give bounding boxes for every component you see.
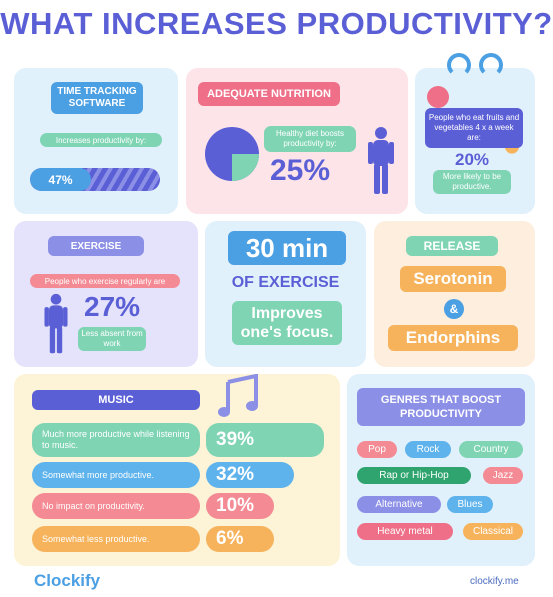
nutrition-heading: ADEQUATE NUTRITION: [198, 82, 340, 106]
time-tracking-card: TIME TRACKING SOFTWARE Increases product…: [14, 68, 178, 214]
pie-slice-25: [232, 154, 259, 181]
genre-pop: Pop: [357, 441, 397, 458]
genres-card: GENRES THAT BOOST PRODUCTIVITY Pop Rock …: [347, 374, 535, 566]
focus-text: Improves one's focus.: [232, 301, 342, 345]
music-row-label: Much more productive while listening to …: [32, 423, 200, 457]
genre-country: Country: [459, 441, 523, 458]
music-heading: MUSIC: [32, 390, 200, 410]
fruit-card: People who eat fruits and vegetables 4 x…: [415, 68, 535, 214]
music-row-value: 39%: [206, 423, 324, 457]
exercise-subcaption: Less absent from work: [78, 327, 146, 351]
time-tracking-heading: TIME TRACKING SOFTWARE: [51, 82, 143, 114]
music-row-value: 10%: [206, 493, 274, 519]
genre-classical: Classical: [463, 523, 523, 540]
endorphins-label: Endorphins: [388, 325, 518, 351]
genre-heavy-metal: Heavy metal: [357, 523, 453, 540]
progress-value: 47%: [48, 172, 73, 187]
person-figure-icon: [44, 293, 68, 354]
genre-jazz: Jazz: [483, 467, 523, 484]
progress-bar-fill: 47%: [30, 168, 92, 191]
exercise-card: EXERCISE People who exercise regularly a…: [14, 221, 198, 367]
genres-heading: GENRES THAT BOOST PRODUCTIVITY: [357, 388, 525, 426]
thirty-min-value: 30 min: [228, 231, 346, 265]
genre-alternative: Alternative: [357, 496, 441, 513]
footer-url: clockify.me: [470, 576, 519, 587]
time-tracking-caption: Increases productivity by:: [40, 133, 162, 147]
page-title: WHAT INCREASES PRODUCTIVITY?: [0, 6, 553, 41]
thirty-min-sub: OF EXERCISE: [231, 274, 340, 291]
genre-rock: Rock: [405, 441, 451, 458]
fruit-caption: People who eat fruits and vegetables 4 x…: [425, 108, 523, 148]
nutrition-card: ADEQUATE NUTRITION Healthy diet boosts p…: [186, 68, 408, 214]
exercise-caption: People who exercise regularly are: [30, 274, 180, 288]
nutrition-pie-chart: [205, 127, 259, 181]
progress-bar: 47%: [30, 168, 160, 191]
music-note-icon: [218, 374, 258, 417]
fruit-subcaption: More likely to be productive.: [433, 170, 511, 194]
serotonin-label: Serotonin: [400, 266, 506, 292]
release-card: RELEASE Serotonin & Endorphins: [374, 221, 535, 367]
binder-ring-icon: [479, 53, 503, 77]
binder-ring-icon: [447, 53, 471, 77]
music-row-value: 6%: [206, 526, 274, 552]
exercise-heading: EXERCISE: [48, 236, 144, 256]
apple-icon: [427, 86, 449, 108]
release-heading: RELEASE: [406, 236, 498, 256]
thirty-min-card: 30 min OF EXERCISE Improves one's focus.: [205, 221, 366, 367]
person-figure-icon: [368, 127, 394, 194]
fruit-percent: 20%: [455, 150, 490, 169]
nutrition-caption: Healthy diet boosts productivity by:: [264, 126, 356, 152]
genre-blues: Blues: [447, 496, 493, 513]
clockify-logo: Clockify: [34, 571, 101, 590]
ampersand-badge: &: [444, 299, 464, 319]
music-card: MUSIC Much more productive while listeni…: [14, 374, 340, 566]
exercise-percent: 27%: [84, 291, 141, 322]
music-row-label: Somewhat more productive.: [32, 462, 200, 488]
genre-rap-hip-hop: Rap or Hip-Hop: [357, 467, 471, 484]
nutrition-percent: 25%: [270, 154, 331, 187]
music-row-label: Somewhat less productive.: [32, 526, 200, 552]
music-row-value: 32%: [206, 462, 294, 488]
music-row-label: No impact on productivity.: [32, 493, 200, 519]
